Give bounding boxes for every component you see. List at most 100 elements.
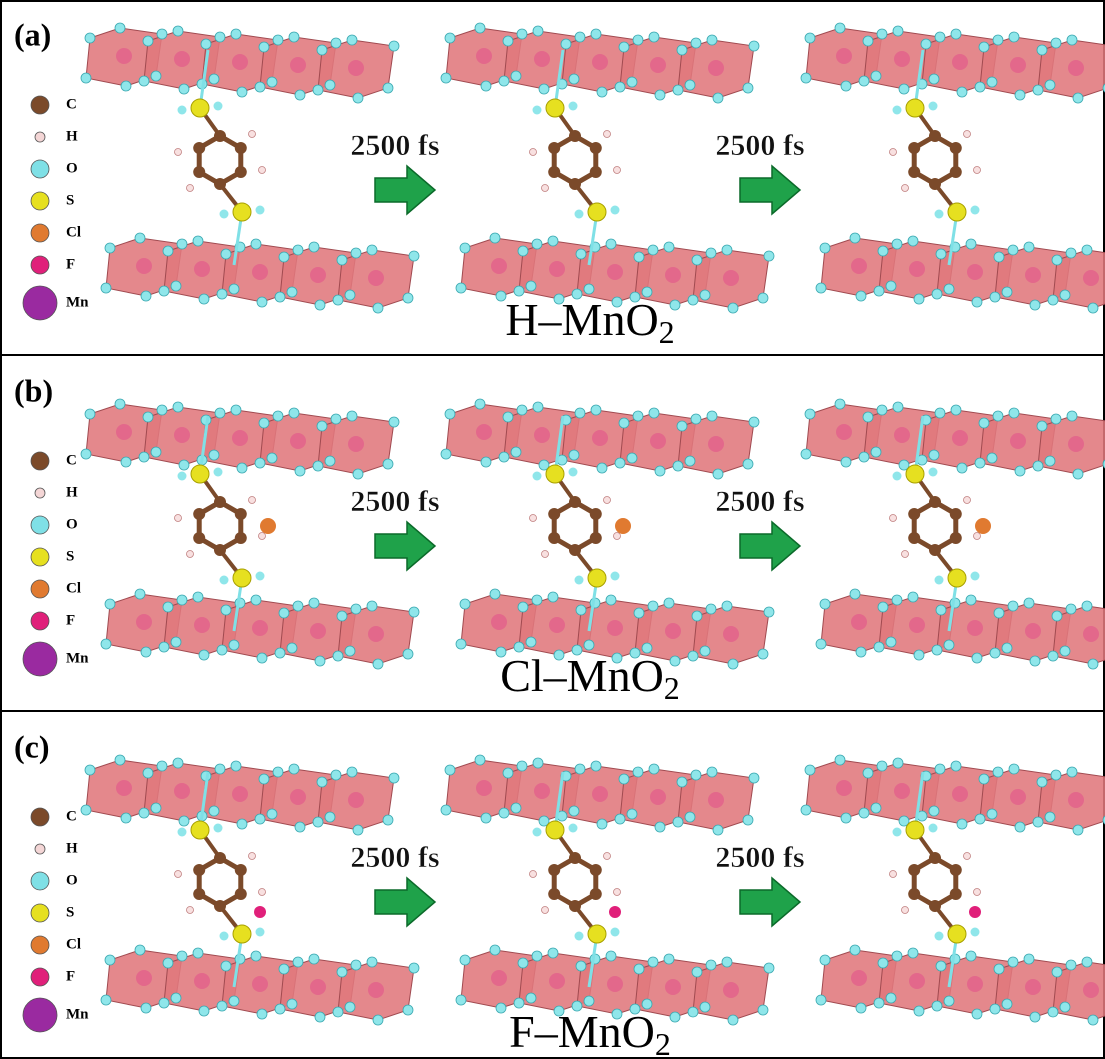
oxygen — [576, 249, 586, 259]
oxygen — [990, 1004, 1000, 1014]
legend-swatch — [31, 548, 49, 566]
oxygen — [1024, 954, 1034, 964]
oxygen — [259, 774, 269, 784]
oxygen — [229, 284, 239, 294]
mn-center — [1010, 433, 1026, 449]
oxygen — [569, 450, 579, 460]
mn-center — [909, 261, 925, 277]
panel-title: H–MnO2 — [505, 294, 674, 351]
legend-swatch — [31, 968, 49, 986]
mn-center — [909, 617, 925, 633]
oxygen — [532, 595, 542, 605]
oxygen — [1067, 35, 1077, 45]
oxygen — [993, 411, 1003, 421]
carbon — [590, 142, 602, 154]
mn-center — [116, 424, 132, 440]
legend-swatch — [31, 808, 49, 826]
oxygen — [255, 458, 265, 468]
oxygen — [481, 457, 491, 467]
oxygen — [677, 45, 687, 55]
oxygen — [758, 649, 768, 659]
legend-label: H — [66, 128, 78, 144]
panel-label: (c) — [14, 728, 50, 764]
oxygen — [627, 809, 637, 819]
oxygen — [859, 76, 869, 86]
oxygen — [475, 755, 485, 765]
oxygen — [141, 291, 151, 301]
oxygen — [1067, 411, 1077, 421]
oxygen — [673, 461, 683, 471]
carbon — [214, 900, 226, 912]
oxygen — [886, 637, 896, 647]
carbon — [908, 166, 920, 178]
oxygen — [713, 93, 723, 103]
oxygen — [990, 292, 1000, 302]
oxygen — [490, 233, 500, 243]
oxygen — [706, 960, 716, 970]
arrow — [375, 166, 435, 214]
hydrogen-s — [935, 210, 944, 219]
oxygen — [383, 83, 393, 93]
hydrogen-s — [178, 472, 187, 481]
oxygen — [503, 768, 513, 778]
legend-label: H — [66, 840, 78, 856]
oxygen — [257, 297, 267, 307]
oxygen — [1030, 1012, 1040, 1022]
oxygen — [445, 33, 455, 43]
oxygen — [700, 646, 710, 656]
mn-center — [592, 786, 608, 802]
legend-swatch — [31, 516, 49, 534]
oxygen — [163, 602, 173, 612]
carbon — [569, 852, 581, 864]
oxygen — [966, 595, 976, 605]
oxygen — [850, 945, 860, 955]
oxygen — [347, 411, 357, 421]
oxygen — [994, 608, 1004, 618]
hydrogen — [614, 533, 621, 540]
legend-swatch — [35, 844, 45, 854]
oxygen — [728, 659, 738, 669]
carbon — [929, 178, 941, 190]
hydrogen — [964, 497, 971, 504]
hydrogen-s — [178, 828, 187, 837]
oxygen — [1015, 822, 1025, 832]
oxygen — [445, 765, 455, 775]
oxygen — [237, 463, 247, 473]
oxygen — [389, 773, 399, 783]
oxygen — [664, 954, 674, 964]
oxygen — [987, 453, 997, 463]
oxygen — [575, 408, 585, 418]
mn-center — [368, 982, 384, 998]
oxygen — [517, 29, 527, 39]
carbon — [193, 532, 205, 544]
oxygen — [287, 999, 297, 1009]
oxygen — [496, 1003, 506, 1013]
mn-center — [232, 786, 248, 802]
oxygen — [289, 408, 299, 418]
oxygen — [275, 292, 285, 302]
oxygen — [1067, 767, 1077, 777]
oxygen — [569, 806, 579, 816]
oxygen — [951, 405, 961, 415]
hydrogen-s — [569, 468, 578, 477]
oxygen — [994, 964, 1004, 974]
oxygen — [289, 32, 299, 42]
carbon — [548, 508, 560, 520]
oxygen — [1045, 812, 1055, 822]
title-subscript: 2 — [655, 1026, 671, 1059]
legend-swatch — [31, 192, 49, 210]
oxygen — [351, 248, 361, 258]
oxygen — [863, 768, 873, 778]
oxygen — [1045, 80, 1055, 90]
mn-center — [1025, 267, 1041, 283]
mn-center — [1068, 60, 1084, 76]
oxygen — [1009, 32, 1019, 42]
mn-center — [174, 427, 190, 443]
oxygen — [135, 945, 145, 955]
carbon — [569, 496, 581, 508]
mn-center — [607, 264, 623, 280]
oxygen — [673, 85, 683, 95]
oxygen — [293, 957, 303, 967]
mn-center — [894, 783, 910, 799]
oxygen — [856, 1003, 866, 1013]
